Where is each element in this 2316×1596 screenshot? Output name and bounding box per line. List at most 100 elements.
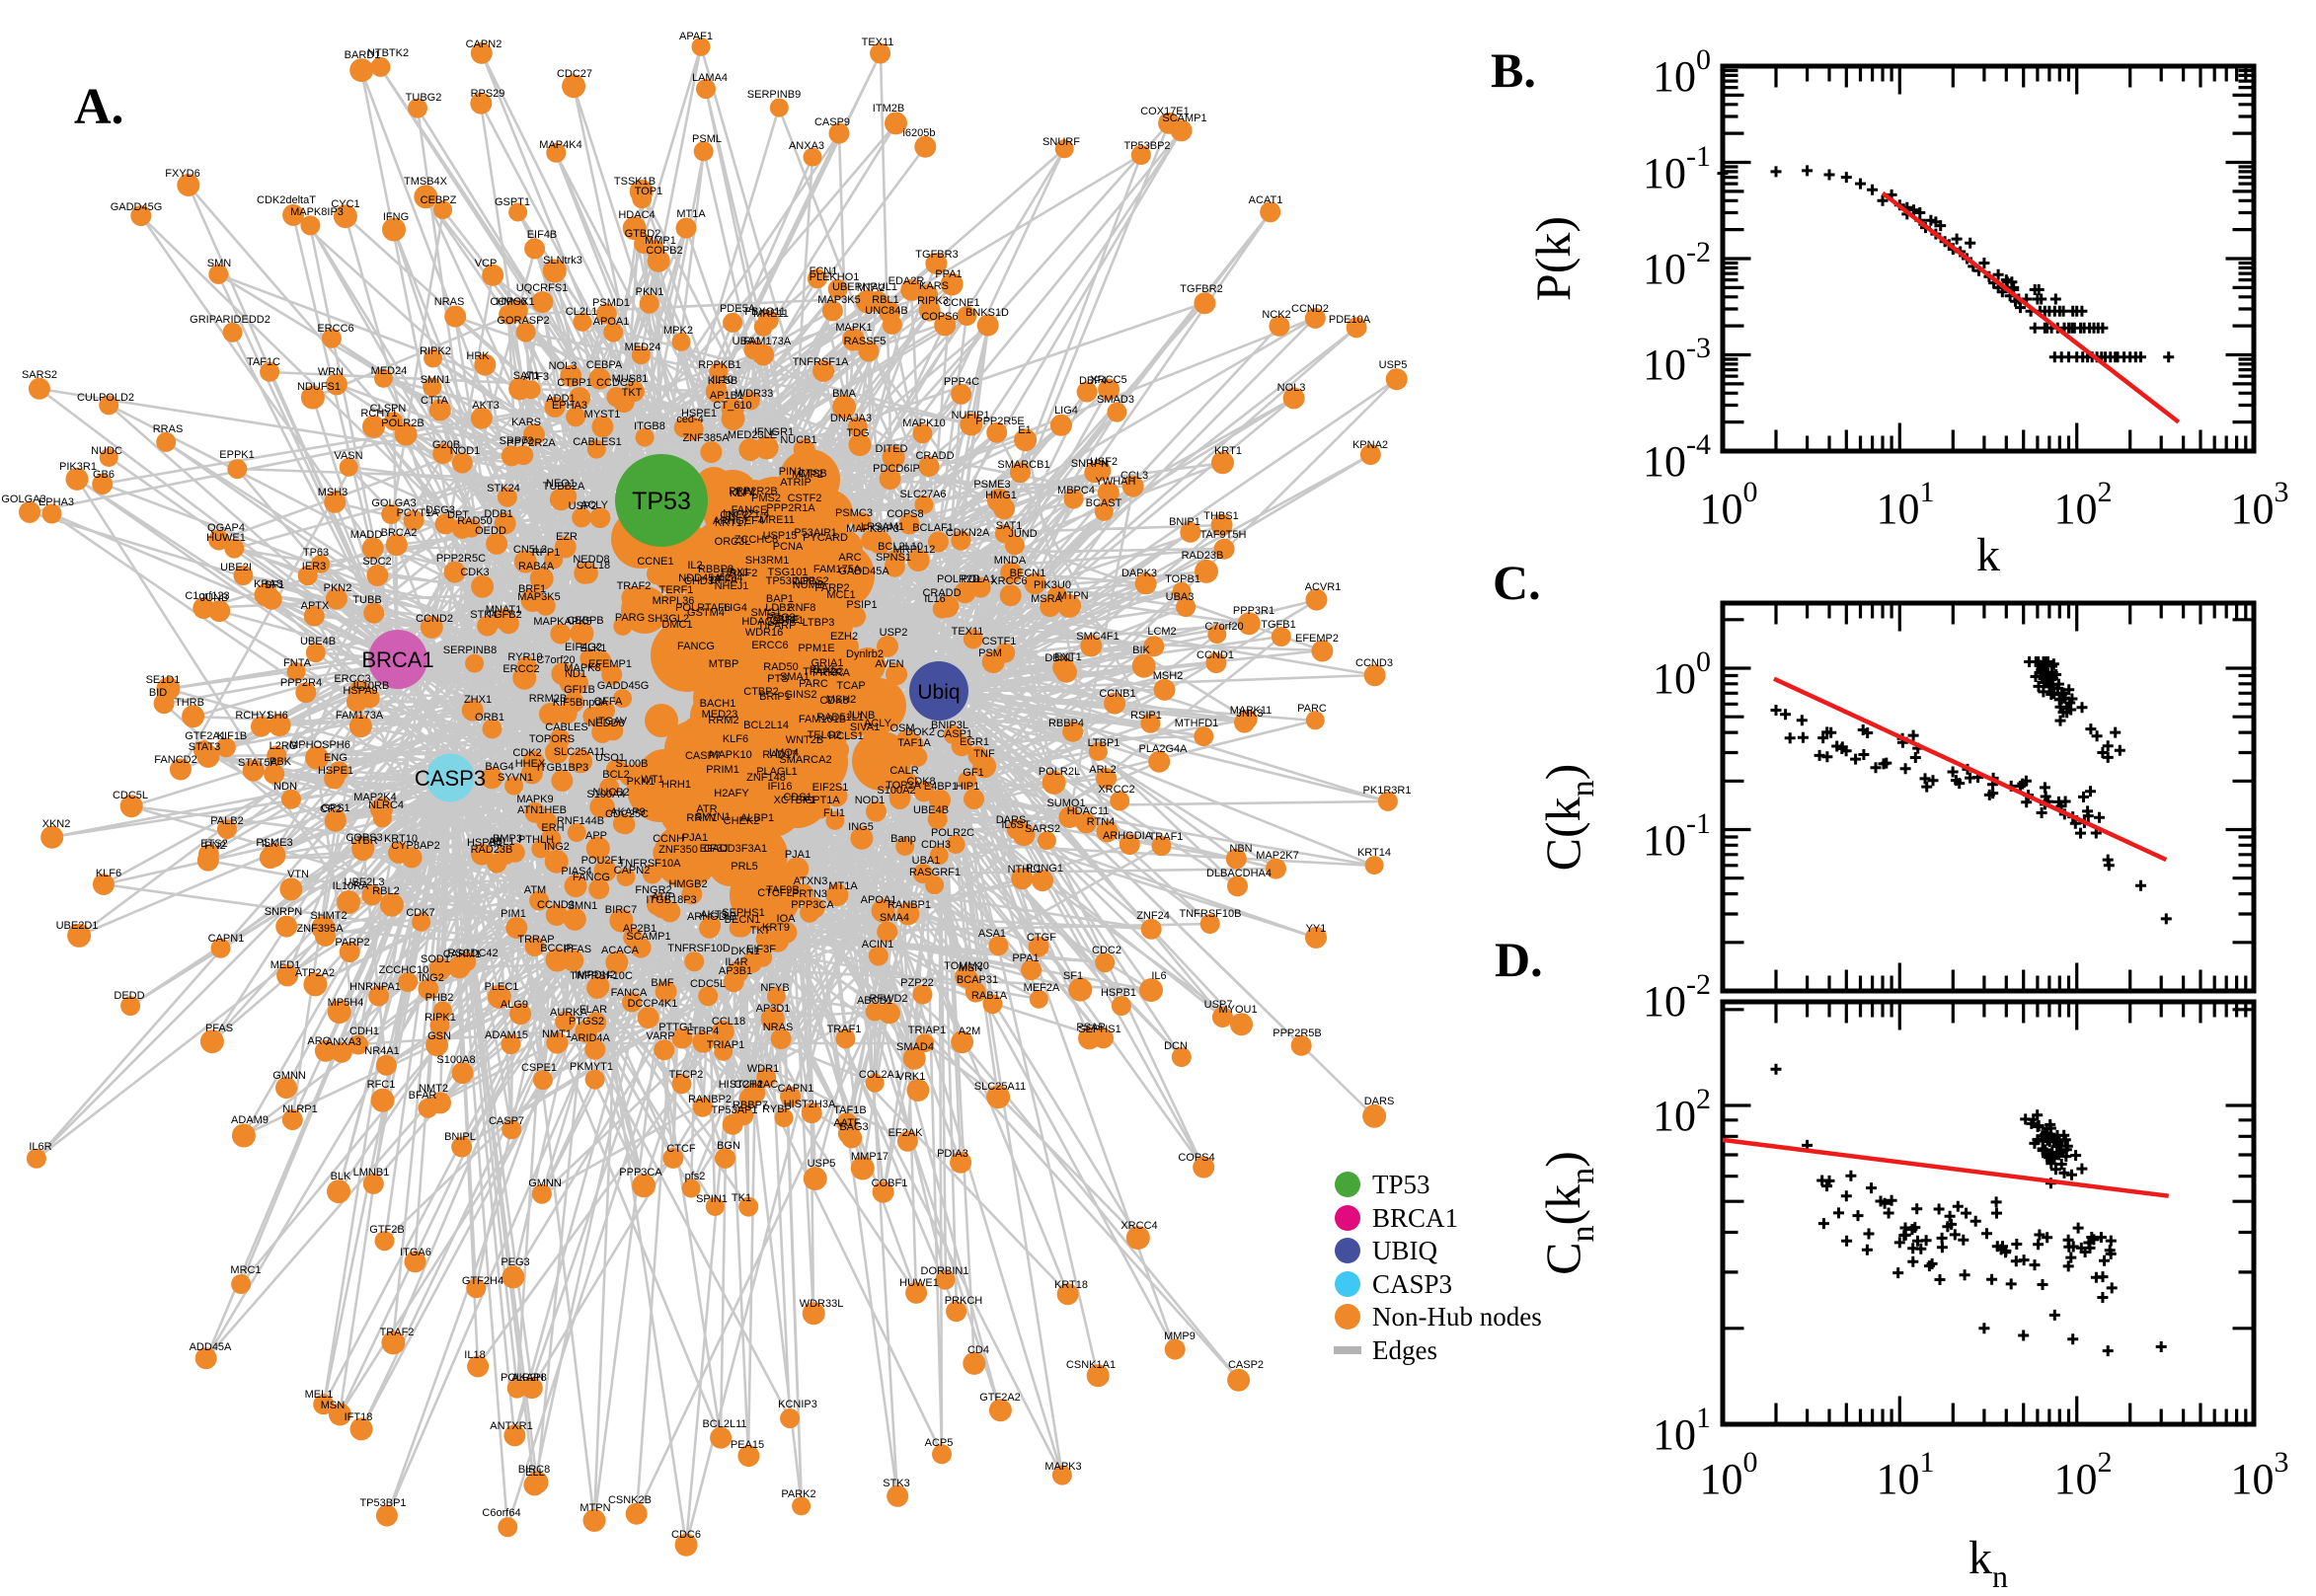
- svg-text:EZH2: EZH2: [830, 631, 858, 643]
- svg-text:CHEK2: CHEK2: [724, 815, 760, 827]
- svg-text:KRT10: KRT10: [384, 833, 418, 845]
- svg-text:IL18: IL18: [464, 1349, 485, 1361]
- svg-text:PTGS2: PTGS2: [569, 1016, 604, 1027]
- svg-text:AP1B1: AP1B1: [710, 390, 743, 402]
- svg-text:PMS2: PMS2: [751, 493, 781, 504]
- svg-text:PRKRA: PRKRA: [812, 667, 851, 679]
- svg-text:KARS: KARS: [919, 280, 949, 292]
- svg-text:FANCE: FANCE: [732, 504, 768, 516]
- svg-text:PDCD6IP: PDCD6IP: [873, 463, 920, 475]
- svg-text:SLNtrk3: SLNtrk3: [543, 255, 582, 266]
- svg-text:GORASP2: GORASP2: [497, 315, 549, 327]
- svg-text:SE1D1: SE1D1: [146, 674, 181, 686]
- svg-text:EXT1: EXT1: [1054, 651, 1082, 663]
- svg-text:EPHA3: EPHA3: [39, 496, 74, 508]
- svg-text:SLC25A11: SLC25A11: [554, 746, 605, 758]
- svg-text:BRCA1: BRCA1: [1372, 1203, 1458, 1233]
- svg-text:SLC27A6: SLC27A6: [899, 489, 946, 500]
- svg-text:USP15: USP15: [763, 530, 798, 542]
- svg-text:SH3RM1: SH3RM1: [745, 555, 790, 567]
- svg-text:SCAMP1: SCAMP1: [626, 931, 670, 943]
- svg-text:RIPK1: RIPK1: [425, 1012, 456, 1024]
- svg-text:OEDD: OEDD: [475, 525, 506, 537]
- svg-text:EIF3F: EIF3F: [746, 944, 776, 955]
- svg-text:PEG3: PEG3: [766, 612, 795, 624]
- svg-text:FANCG: FANCG: [677, 641, 715, 652]
- svg-text:KRT1: KRT1: [1214, 445, 1242, 457]
- svg-text:kn: kn: [1969, 1532, 2008, 1591]
- svg-text:GPS1: GPS1: [321, 802, 349, 814]
- svg-text:IL6ST: IL6ST: [1001, 819, 1031, 831]
- svg-text:CULPOLD2: CULPOLD2: [77, 392, 134, 404]
- svg-text:TP63: TP63: [303, 547, 329, 559]
- svg-text:DAPK3: DAPK3: [1121, 568, 1157, 579]
- svg-text:FAM175A: FAM175A: [813, 564, 862, 575]
- svg-text:FANCA: FANCA: [611, 987, 648, 999]
- svg-text:SDC2: SDC2: [362, 556, 391, 568]
- svg-text:TRAF2: TRAF2: [617, 580, 652, 592]
- svg-text:IMPDH2: IMPDH2: [575, 969, 616, 981]
- svg-text:HIST2H3A: HIST2H3A: [784, 1099, 836, 1110]
- svg-text:TRAF1: TRAF1: [1149, 831, 1184, 843]
- svg-text:DOK2: DOK2: [905, 726, 935, 738]
- svg-text:NUCB2: NUCB2: [592, 787, 629, 798]
- svg-text:APAF1: APAF1: [679, 31, 713, 42]
- svg-text:UNC84B: UNC84B: [865, 305, 907, 317]
- svg-text:PTS: PTS: [767, 673, 788, 685]
- svg-text:CALR: CALR: [889, 765, 918, 777]
- svg-text:DBF4: DBF4: [1079, 375, 1107, 387]
- svg-text:PIM1: PIM1: [501, 908, 526, 920]
- svg-text:AVEN: AVEN: [875, 658, 903, 670]
- svg-text:MAPK9: MAPK9: [516, 794, 553, 805]
- svg-text:CSNK1A1: CSNK1A1: [1066, 1359, 1116, 1371]
- svg-text:CAPN1: CAPN1: [208, 933, 245, 945]
- svg-text:TP53BP2: TP53BP2: [1123, 140, 1170, 152]
- svg-text:ATF3: ATF3: [523, 371, 549, 383]
- svg-text:SYVN1: SYVN1: [695, 811, 731, 823]
- svg-text:TSG101: TSG101: [768, 567, 809, 578]
- svg-text:ORB1: ORB1: [475, 712, 504, 723]
- svg-text:CASP3: CASP3: [415, 766, 486, 791]
- svg-text:D.: D.: [1495, 932, 1543, 987]
- svg-text:TOPORS: TOPORS: [529, 733, 575, 745]
- svg-text:CSNK2B: CSNK2B: [608, 1494, 652, 1506]
- svg-text:UQCRFS1: UQCRFS1: [516, 282, 569, 294]
- svg-text:SLC25A11: SLC25A11: [974, 1081, 1026, 1093]
- svg-text:BCL2L10: BCL2L10: [878, 541, 923, 553]
- svg-text:MMP1: MMP1: [645, 235, 676, 247]
- svg-text:MSH2: MSH2: [1153, 670, 1184, 682]
- svg-text:TERF1: TERF1: [659, 584, 694, 596]
- svg-text:PIN1: PIN1: [779, 466, 803, 478]
- svg-text:BLK: BLK: [331, 1171, 351, 1182]
- svg-text:CTBP2: CTBP2: [743, 686, 778, 698]
- svg-text:HMGB2: HMGB2: [668, 878, 707, 890]
- svg-text:SH6: SH6: [267, 710, 287, 722]
- svg-text:PPP2R1A: PPP2R1A: [766, 502, 815, 514]
- svg-text:BGN: BGN: [717, 1140, 740, 1152]
- svg-text:NRAS: NRAS: [763, 1022, 794, 1033]
- svg-text:ACP5: ACP5: [925, 1437, 954, 1449]
- svg-text:PKMYT1: PKMYT1: [570, 1061, 613, 1073]
- svg-text:HUWE1: HUWE1: [206, 532, 246, 544]
- svg-text:PRL5: PRL5: [731, 861, 758, 873]
- svg-text:TRIAP1: TRIAP1: [707, 1039, 745, 1051]
- svg-text:CSTF2: CSTF2: [788, 493, 822, 504]
- svg-text:PDIA3: PDIA3: [937, 1148, 968, 1160]
- svg-text:CTSB: CTSB: [798, 468, 826, 480]
- svg-text:FLAR: FLAR: [579, 1004, 607, 1016]
- svg-text:ILK: ILK: [262, 838, 278, 850]
- svg-text:VTN: VTN: [287, 869, 309, 880]
- svg-text:YWHAH: YWHAH: [1096, 476, 1136, 488]
- svg-text:BACH1: BACH1: [700, 698, 736, 710]
- svg-text:JNK3: JNK3: [1237, 708, 1264, 720]
- svg-text:EDA2R: EDA2R: [888, 275, 925, 287]
- svg-text:RRM2B: RRM2B: [529, 693, 568, 705]
- svg-text:NOD1: NOD1: [450, 445, 481, 457]
- svg-text:AKAP8: AKAP8: [511, 1372, 546, 1384]
- svg-text:RPPKB1: RPPKB1: [698, 359, 740, 371]
- svg-text:COPS6: COPS6: [490, 296, 526, 308]
- svg-text:PRIM1: PRIM1: [706, 764, 739, 776]
- svg-text:USP2: USP2: [880, 627, 908, 639]
- svg-text:LTBR: LTBR: [350, 835, 377, 847]
- svg-text:MRE11: MRE11: [753, 308, 789, 320]
